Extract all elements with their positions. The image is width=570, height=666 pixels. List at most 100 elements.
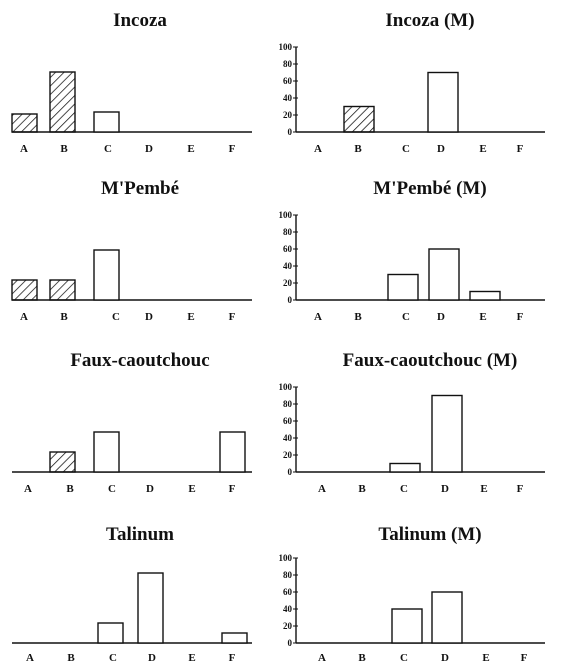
chart-title: Talinum (M) (378, 524, 481, 545)
category-label: E (187, 143, 194, 155)
category-label: F (517, 311, 524, 323)
bar-c (389, 462, 421, 473)
chart-title: Talinum (106, 524, 174, 545)
bar-b (343, 105, 375, 133)
y-tick-label: 20 (283, 621, 293, 631)
category-label: D (437, 143, 445, 155)
category-label: B (358, 652, 366, 664)
y-tick-label: 0 (288, 638, 293, 648)
bar-c (387, 273, 419, 301)
chart-title: Faux-caoutchouc (M) (343, 350, 518, 371)
bar-c (93, 431, 120, 473)
y-tick-label: 60 (283, 587, 293, 597)
category-label: A (314, 143, 322, 155)
y-tick-label: 40 (283, 261, 293, 271)
category-label: C (104, 143, 112, 155)
category-label: B (354, 143, 362, 155)
category-label: E (188, 652, 195, 664)
category-label: A (24, 483, 32, 495)
category-label: B (60, 143, 68, 155)
category-label: C (402, 143, 410, 155)
bar-c (93, 249, 120, 301)
y-tick-label: 60 (283, 76, 293, 86)
y-tick-label: 80 (283, 570, 293, 580)
category-label: E (479, 311, 486, 323)
bar-d (431, 394, 463, 473)
category-label: E (479, 143, 486, 155)
y-tick-label: 60 (283, 244, 293, 254)
y-tick-label: 80 (283, 59, 293, 69)
category-label: C (109, 652, 117, 664)
category-label: B (354, 311, 362, 323)
bar-c (93, 111, 120, 133)
y-tick-label: 20 (283, 278, 293, 288)
category-label: D (148, 652, 156, 664)
chart-title: Incoza (113, 10, 167, 31)
category-label: D (441, 483, 449, 495)
y-tick-label: 80 (283, 227, 293, 237)
category-label: A (318, 652, 326, 664)
category-label: B (358, 483, 366, 495)
bar-f (219, 431, 246, 473)
category-label: F (229, 143, 236, 155)
category-label: F (517, 483, 524, 495)
category-label: E (187, 311, 194, 323)
bar-c (391, 608, 423, 644)
bar-d (431, 591, 463, 644)
bar-b (49, 71, 76, 133)
category-label: F (521, 652, 528, 664)
bar-b (49, 279, 76, 301)
category-label: D (437, 311, 445, 323)
bar-c (97, 622, 124, 644)
category-label: C (108, 483, 116, 495)
y-tick-label: 100 (279, 382, 293, 392)
bar-b (49, 451, 76, 473)
category-label: C (400, 483, 408, 495)
category-label: F (229, 483, 236, 495)
bar-d (427, 71, 459, 133)
y-tick-label: 100 (279, 210, 293, 220)
bar-e (469, 290, 501, 301)
bar-d (137, 572, 164, 644)
category-label: D (145, 143, 153, 155)
chart-title: Incoza (M) (385, 10, 474, 31)
category-label: A (314, 311, 322, 323)
y-tick-label: 60 (283, 416, 293, 426)
category-label: E (482, 652, 489, 664)
y-tick-label: 40 (283, 433, 293, 443)
y-tick-label: 20 (283, 110, 293, 120)
y-tick-label: 20 (283, 450, 293, 460)
category-label: D (145, 311, 153, 323)
category-label: F (229, 311, 236, 323)
chart-title: Faux-caoutchouc (70, 350, 209, 371)
y-tick-label: 0 (288, 127, 293, 137)
category-label: A (20, 143, 28, 155)
y-tick-label: 40 (283, 604, 293, 614)
category-label: C (400, 652, 408, 664)
category-label: B (67, 652, 75, 664)
bar-d (428, 248, 460, 301)
chart-title: M'Pembé (M) (373, 178, 486, 199)
category-label: F (517, 143, 524, 155)
category-label: C (112, 311, 120, 323)
y-tick-label: 0 (288, 295, 293, 305)
y-tick-label: 100 (279, 553, 293, 563)
category-label: A (318, 483, 326, 495)
category-label: E (480, 483, 487, 495)
category-label: A (20, 311, 28, 323)
category-label: D (146, 483, 154, 495)
y-tick-label: 0 (288, 467, 293, 477)
bar-a (11, 279, 38, 301)
category-label: F (229, 652, 236, 664)
category-label: B (66, 483, 74, 495)
bar-f (221, 632, 248, 644)
y-tick-label: 100 (279, 42, 293, 52)
category-label: D (441, 652, 449, 664)
category-label: A (26, 652, 34, 664)
bar-a (11, 113, 38, 133)
category-label: B (60, 311, 68, 323)
chart-title: M'Pembé (101, 178, 179, 199)
category-label: C (402, 311, 410, 323)
y-tick-label: 40 (283, 93, 293, 103)
